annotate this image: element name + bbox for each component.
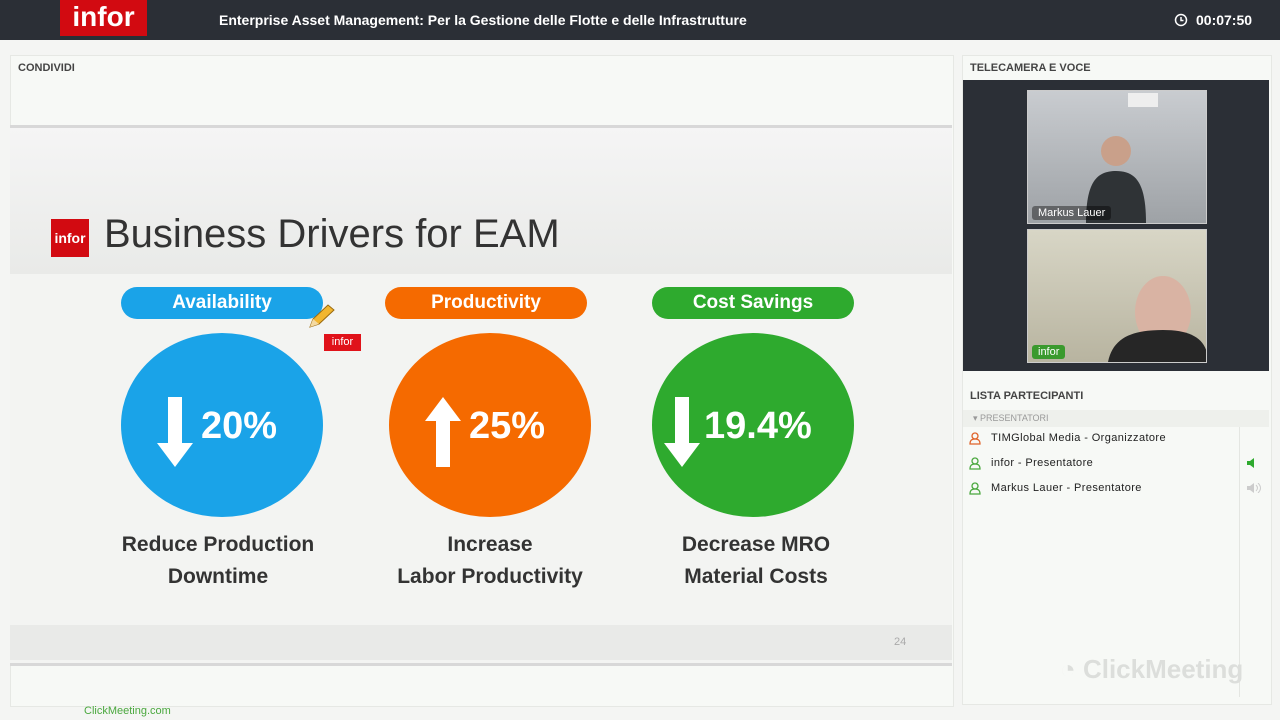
person-icon (969, 482, 981, 495)
group-label: ▾ PRESENTATORI (973, 413, 1049, 423)
panel-title: LISTA PARTECIPANTI (970, 390, 1084, 402)
slide-header (10, 128, 952, 274)
video-label: Markus Lauer (1032, 206, 1112, 220)
timer: 00:07:50 (1196, 12, 1253, 28)
participant[interactable]: Markus Lauer - Presentatore (991, 482, 1142, 494)
footer-link[interactable]: ClickMeeting.com (84, 705, 171, 717)
driver-caption: Increase Labor Productivity (360, 529, 620, 593)
up-arrow (425, 397, 461, 467)
top-bar: infor Enterprise Asset Management: Per l… (0, 0, 1280, 40)
video-person (1086, 93, 1158, 223)
text: Labor Productivity (397, 565, 583, 588)
down-arrow (157, 397, 193, 467)
panel-title: CONDIVIDI (18, 62, 75, 74)
driver-label: Availability (121, 287, 323, 319)
driver-value: 19.4% (704, 405, 812, 447)
video-tile: infor (1027, 229, 1207, 363)
speaker-icon (1247, 458, 1254, 468)
driver-label: Productivity (385, 287, 587, 319)
divider (1239, 427, 1240, 697)
group-row (963, 410, 1269, 427)
slide-footer (10, 625, 952, 660)
text: PRESENTATORI (980, 413, 1049, 423)
text: ClickMeeting (1082, 654, 1244, 684)
text: Reduce Production (121, 533, 315, 556)
slide-page: 24 (894, 636, 907, 648)
annotation-label: infor (324, 334, 361, 351)
driver-value: 20% (201, 405, 278, 447)
panel-title: TELECAMERA E VOCE (970, 62, 1091, 74)
participant[interactable]: TIMGlobal Media - Organizzatore (991, 432, 1167, 444)
driver-caption: Decrease MRO Material Costs (626, 529, 886, 593)
person-icon (969, 432, 981, 445)
text: Downtime (167, 565, 269, 588)
driver-circle: 25% (389, 333, 591, 517)
logo[interactable]: infor (60, 0, 147, 36)
person-icon (969, 457, 981, 470)
driver-caption: Reduce Production Downtime (88, 529, 348, 593)
driver-label: Cost Savings (652, 287, 854, 319)
text: Decrease MRO (681, 533, 831, 556)
down-arrow (664, 397, 700, 467)
driver-value: 25% (469, 405, 546, 447)
driver-circle: 19.4% (652, 333, 854, 517)
clock-icon (1174, 13, 1188, 27)
text: Increase (447, 533, 533, 556)
watermark: ◔ ClickMeeting (1060, 654, 1244, 684)
speaker-icon (1247, 483, 1261, 493)
participant[interactable]: infor - Presentatore (991, 457, 1094, 469)
video-person (1108, 276, 1206, 362)
webinar-title: Enterprise Asset Management: Per la Gest… (219, 12, 747, 28)
video-label: infor (1032, 345, 1066, 359)
text: Material Costs (684, 565, 828, 588)
slide-logo: infor (51, 219, 89, 257)
slide-title: Business Drivers for EAM (104, 212, 560, 256)
pencil-icon (309, 304, 335, 328)
driver-circle: 20% (121, 333, 323, 517)
video-tile: Markus Lauer (1027, 90, 1207, 224)
